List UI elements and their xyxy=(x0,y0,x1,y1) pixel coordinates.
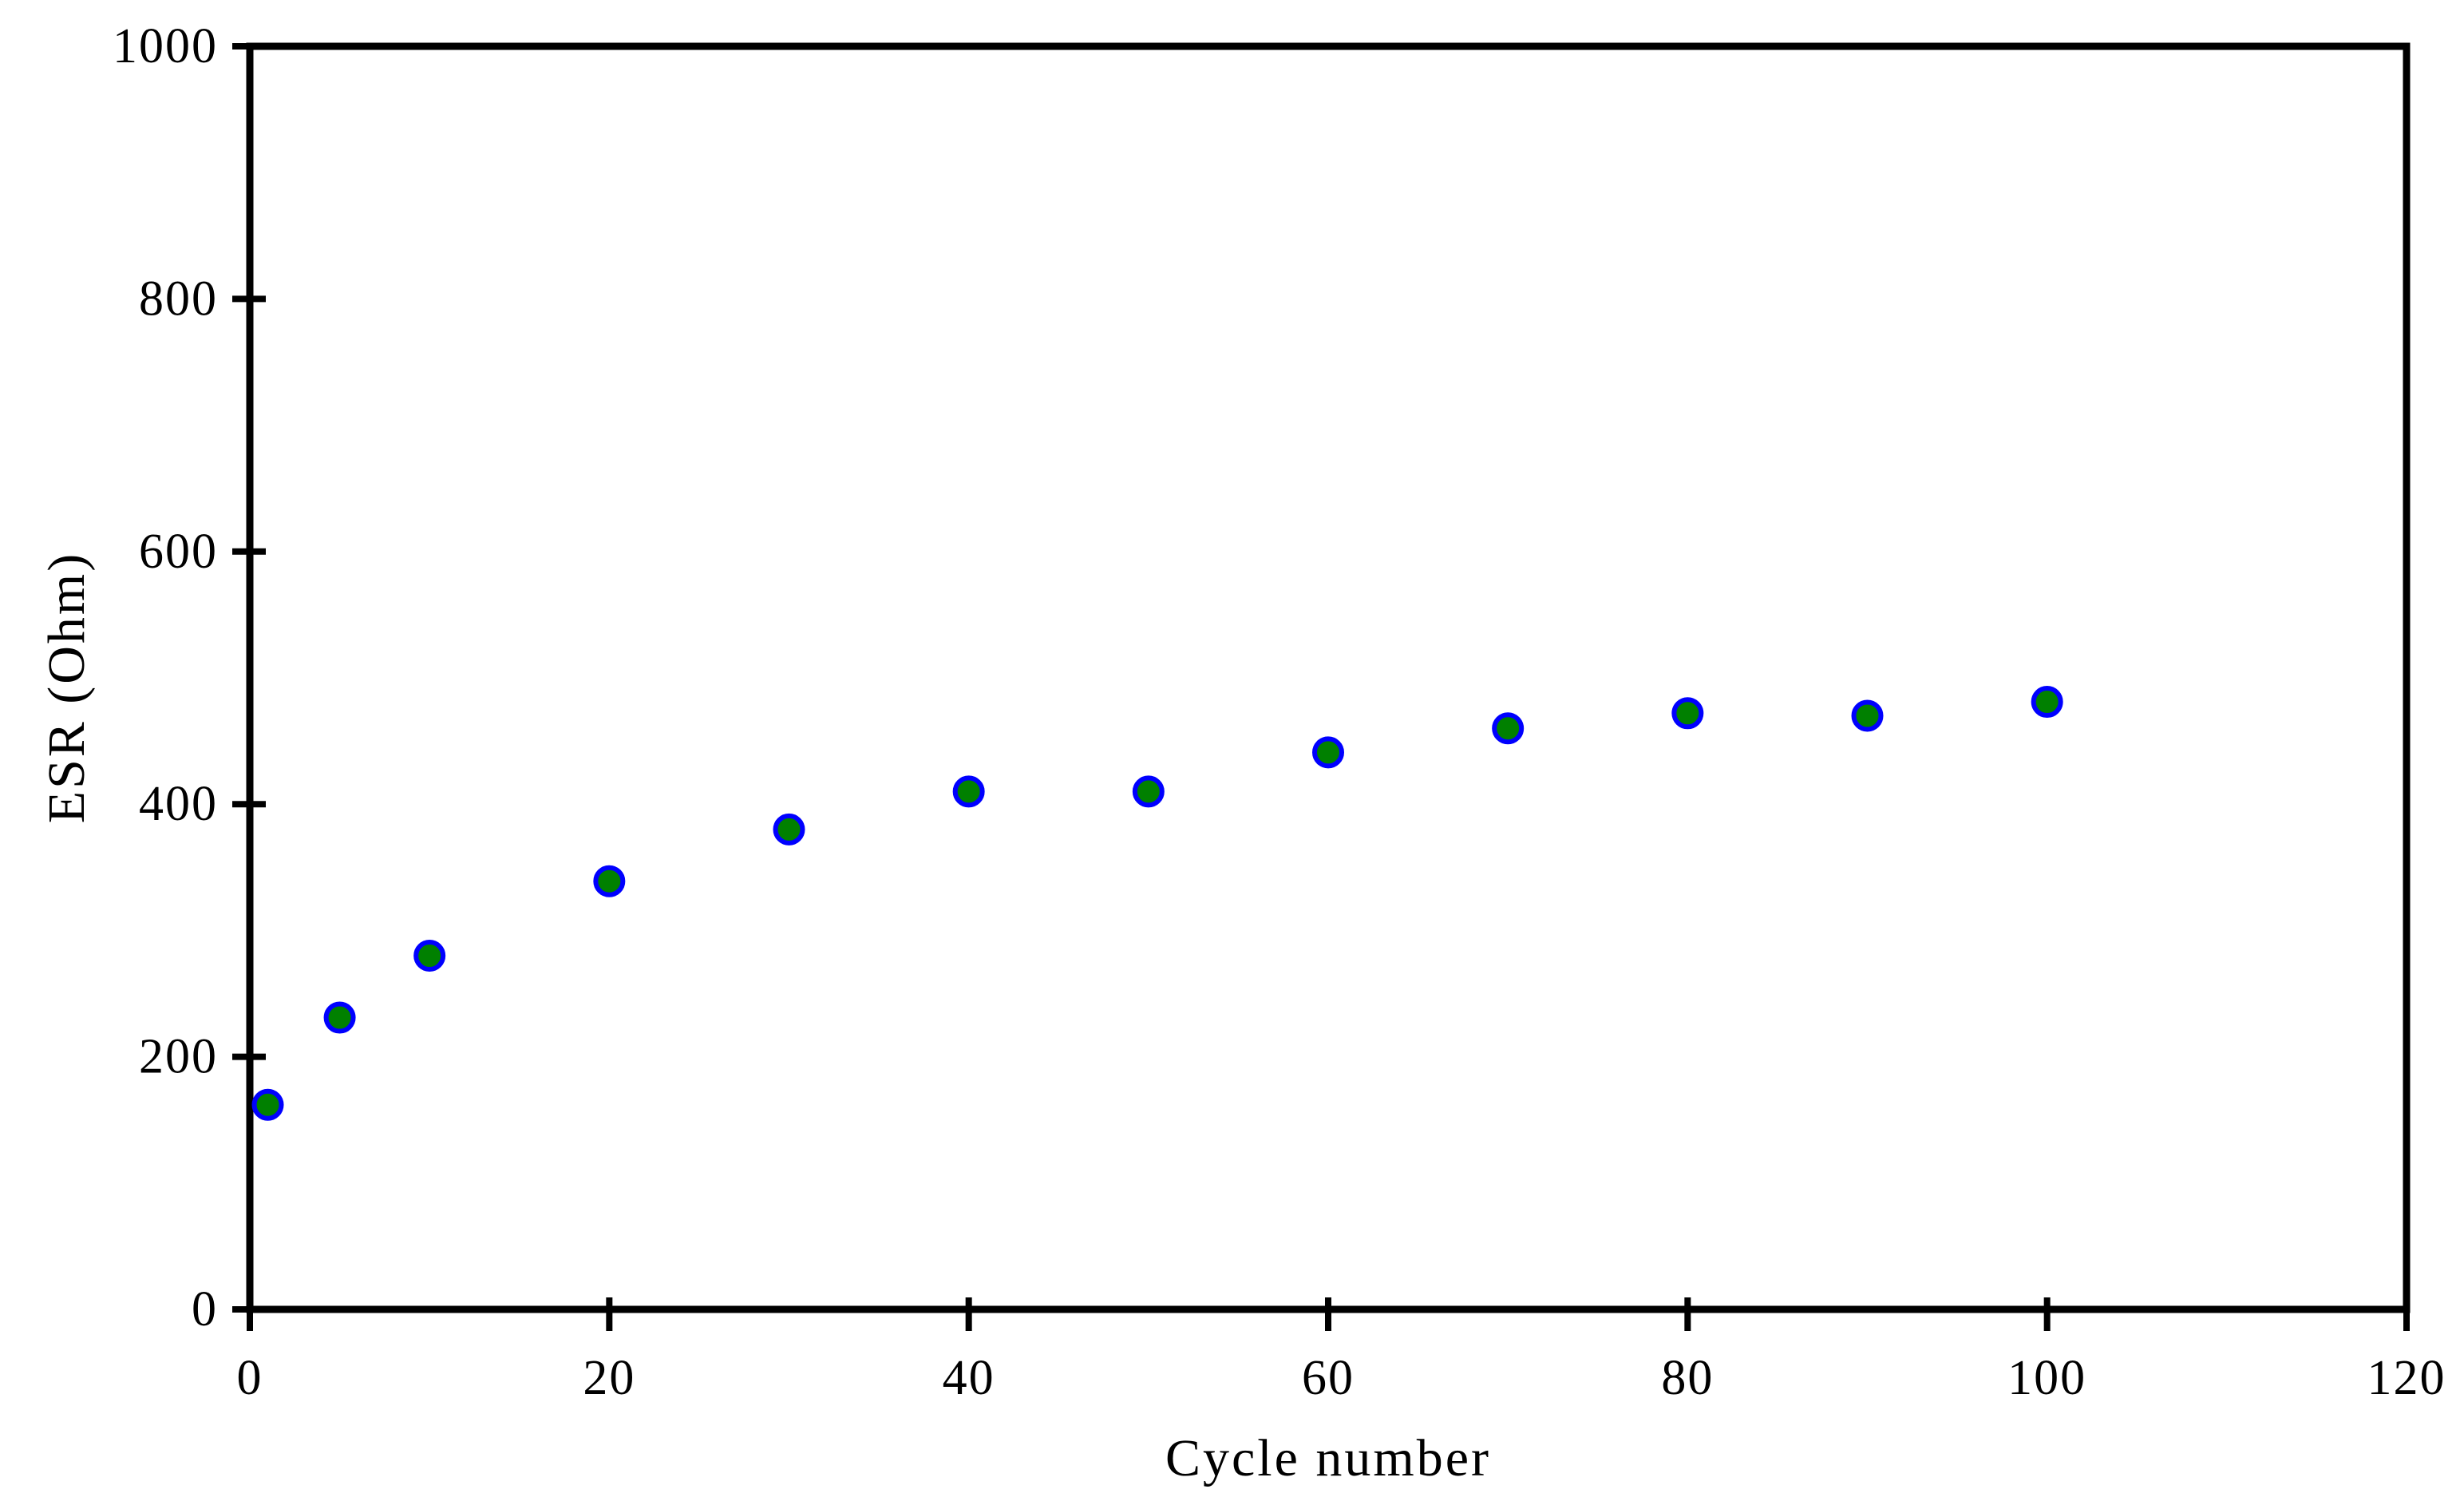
data-point xyxy=(773,813,805,846)
x-axis-title: Cycle number xyxy=(1165,1429,1491,1487)
x-tick-label: 60 xyxy=(1302,1351,1355,1405)
y-axis-ticks: 0 200 400 600 800 1000 xyxy=(113,19,266,1337)
plot-frame xyxy=(246,42,2411,1313)
x-tick-label: 20 xyxy=(583,1351,635,1405)
data-point xyxy=(413,940,446,972)
data-point xyxy=(952,775,985,808)
x-tick-label: 100 xyxy=(2007,1351,2086,1405)
data-point xyxy=(251,1088,284,1121)
y-tick-label: 0 xyxy=(192,1282,218,1337)
data-point xyxy=(1312,736,1344,769)
data-point xyxy=(1851,699,1884,732)
data-points xyxy=(251,686,2063,1121)
x-tick-label: 0 xyxy=(237,1351,263,1405)
x-tick-label: 40 xyxy=(943,1351,995,1405)
y-tick-label: 200 xyxy=(139,1030,218,1084)
data-point xyxy=(1132,775,1165,808)
data-point xyxy=(2031,686,2063,719)
y-tick-label: 600 xyxy=(139,525,218,579)
x-tick-label: 120 xyxy=(2367,1351,2446,1405)
y-tick-label: 1000 xyxy=(113,19,218,73)
y-tick-label: 400 xyxy=(139,777,218,831)
x-axis-ticks: 0 20 40 60 80 100 120 xyxy=(237,1297,2446,1405)
y-tick-label: 800 xyxy=(139,271,218,326)
data-point xyxy=(1671,697,1704,730)
y-axis-title: ESR (Ohm) xyxy=(38,552,96,824)
data-point xyxy=(323,1001,356,1034)
data-point xyxy=(593,865,626,897)
data-point xyxy=(1492,712,1525,745)
x-tick-label: 80 xyxy=(1661,1351,1714,1405)
